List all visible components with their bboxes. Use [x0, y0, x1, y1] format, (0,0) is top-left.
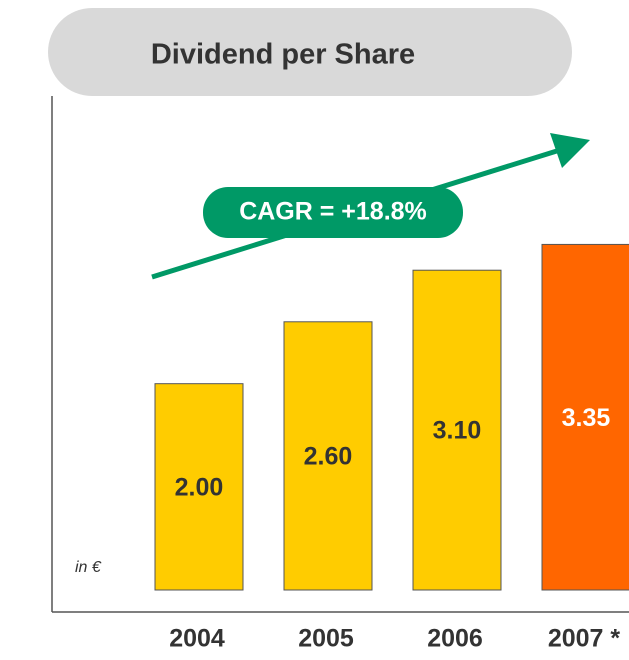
annotation-pill [203, 187, 463, 238]
x-tick-label: 2006 [427, 625, 483, 653]
arrow-head [550, 133, 590, 168]
value-label: 2.60 [304, 443, 353, 471]
bar [154, 383, 244, 591]
bar [412, 269, 502, 591]
x-tick-label: 2007 * [548, 625, 621, 653]
chart-title: Dividend per Share [151, 39, 415, 71]
bar [283, 321, 373, 591]
bar [541, 243, 629, 591]
annotation: CAGR = +18.8% [239, 198, 427, 226]
x-tick-label: 2005 [298, 625, 354, 653]
value-label: 3.10 [433, 417, 482, 445]
x-tick-label: 2004 [169, 625, 225, 653]
value-label: 3.35 [562, 404, 611, 432]
title-pill [48, 8, 572, 96]
value-label: 2.00 [175, 473, 224, 501]
unit-label: in € [75, 559, 102, 576]
